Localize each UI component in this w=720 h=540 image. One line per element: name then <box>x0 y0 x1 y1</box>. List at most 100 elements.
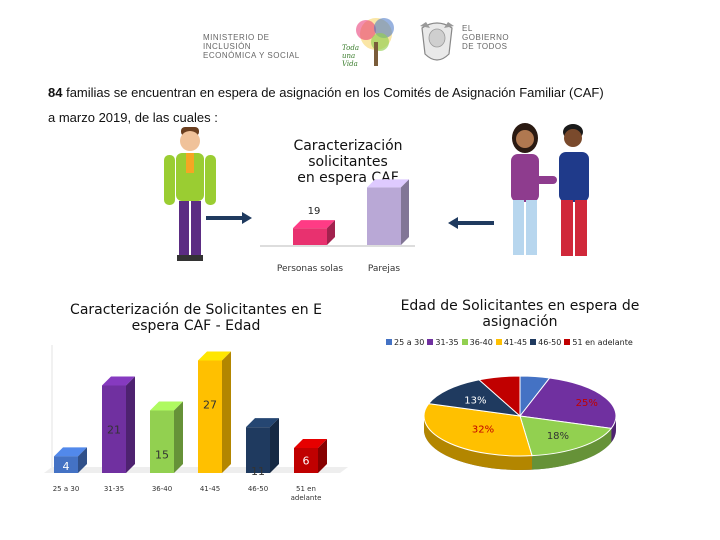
arrow-right-graphic <box>448 217 494 229</box>
chart3-slice-1 <box>519 377 617 429</box>
arrow-left-graphic <box>206 212 252 224</box>
chart3-title: Edad de Solicitantes en espera de asigna… <box>390 298 650 330</box>
chart1-title-line1: Caracterización solicitantes <box>293 138 403 170</box>
chart2-bar-2 <box>150 401 183 473</box>
toda-una-vida-text: Toda una Vida <box>342 44 359 68</box>
chart3-legend-swatch-1 <box>427 339 434 345</box>
chart3-legend-item-3: 41-45 <box>495 337 528 347</box>
chart2-bar-chart: 4 25 a 30 21 31-35 15 36-40 27 41-45 11 46-50 6 51 … <box>44 345 348 502</box>
tree-icon <box>356 18 394 66</box>
toda-una-vida-logo: Toda una Vida <box>340 14 406 74</box>
chart2-bar-1-side <box>126 376 135 473</box>
chart2-category-label-1: 31-35 <box>104 485 124 493</box>
chart2-bar-2-front <box>150 410 174 473</box>
chart1-bar-0-top <box>293 220 335 229</box>
intro-line2: a marzo 2019, de las cuales : <box>48 110 218 125</box>
chart1-bar-0-front <box>293 228 327 245</box>
chart1-value-label-0: 19 <box>308 206 321 217</box>
chart3-legend-label-3: 41-45 <box>503 337 528 347</box>
chart3-legend-item-5: 51 en adelante <box>564 337 633 347</box>
chart2-bar-0-top <box>54 447 87 457</box>
chart1-category-label-0: Personas solas <box>277 264 344 274</box>
chart2-bar-2-top <box>150 401 183 411</box>
chart3-legend-swatch-4 <box>530 339 537 345</box>
chart2-bar-5-top <box>294 439 327 448</box>
chart3-legend-swatch-3 <box>495 339 502 345</box>
chart3-legend-item-4: 46-50 <box>530 338 561 347</box>
chart3-legend-label-2: 36-40 <box>469 337 493 347</box>
chart2-category-label-5: 51 en <box>296 485 316 493</box>
chart2-bar-0 <box>54 447 87 473</box>
chart3-slice-side-2 <box>532 428 612 470</box>
chart3-legend-label-1: 31-35 <box>435 337 459 347</box>
person-icon <box>164 127 216 261</box>
intro-line1-text: familias se encuentran en espera de asig… <box>62 85 604 100</box>
chart3-legend-label-4: 46-50 <box>538 337 562 347</box>
family-count: 84 <box>48 85 63 100</box>
chart3-legend-item-0: 25 a 30 <box>386 338 424 347</box>
arrow-line <box>458 221 494 225</box>
chart2-category-label-5-line2: adelante <box>291 494 322 502</box>
chart2-bar-4-top <box>246 418 279 428</box>
chart2-title-line2: espera CAF - Edad <box>131 318 261 334</box>
gobierno-line2: GOBIERNO <box>462 33 510 42</box>
chart1-bar-1 <box>367 179 409 245</box>
chart2-bar-1 <box>102 376 135 473</box>
single-man-illustration <box>158 125 220 265</box>
chart1-bar-1-top <box>367 179 409 188</box>
chart1-value-label-1: 65 <box>382 175 395 176</box>
chart1-bar-0-side <box>327 220 335 245</box>
chart2-category-label-2: 36-40 <box>152 485 172 493</box>
chart2-category-label-0: 25 a 30 <box>53 485 80 493</box>
chart3-pie-chart: 25% 18% 32% 13% 7% <box>423 375 617 470</box>
chart2-value-label-1: 21 <box>107 424 121 437</box>
chart2-bar-4-side <box>270 418 279 473</box>
chart3-title-line1: Edad de Solicitantes en espera de <box>400 298 640 314</box>
chart3-title-line2: asignación <box>482 314 558 330</box>
chart3-legend-label-5: 51 en adelante <box>572 337 633 347</box>
chart2-value-label-5: 6 <box>303 455 310 468</box>
chart3-slice-side-3 <box>424 416 533 470</box>
chart2-bar-5-side <box>318 439 327 473</box>
chart1-bar-1-side <box>401 179 409 245</box>
chart2-title: Caracterización de Solicitantes en E esp… <box>62 302 330 334</box>
chart3-slice-label-2: 18% <box>547 431 569 442</box>
chart2-bar-1-top <box>102 376 135 386</box>
chart3-slice-4 <box>427 379 522 417</box>
chart2-bar-0-side <box>78 447 87 473</box>
chart1-category-label-1: Parejas <box>368 264 401 274</box>
chart3-legend-item-1: 31-35 <box>427 337 459 347</box>
chart2-bar-2-side <box>174 401 183 473</box>
chart1-bar-0 <box>293 220 335 245</box>
chart3-slice-5 <box>478 375 521 418</box>
chart2-bar-3-front <box>198 360 222 473</box>
arrow-line <box>206 216 242 220</box>
chart3-slice-label-1: 25% <box>576 398 598 409</box>
chart3-legend-swatch-5 <box>564 339 571 345</box>
chart2-title-line1: Caracterización de Solicitantes en E <box>70 302 322 318</box>
chart3-legend-swatch-2 <box>461 339 468 345</box>
gobierno-line3: DE TODOS <box>462 42 508 51</box>
chart3-slice-3 <box>423 403 533 457</box>
chart2-bar-1-front <box>102 385 126 473</box>
chart2-category-label-4: 46-50 <box>248 485 268 493</box>
ministry-line1: MINISTERIO DE INCLUSIÓN <box>203 33 270 51</box>
chart1-bar-1-front <box>367 187 401 245</box>
chart3-legend-swatch-0 <box>386 339 392 345</box>
chart2-value-label-0: 4 <box>63 460 70 473</box>
chart2-bar-3-side <box>222 351 231 473</box>
gobierno-line1: EL <box>462 24 473 33</box>
chart3-slice-label-5: 7% <box>499 388 515 399</box>
chart2-bar-4-front <box>246 427 270 473</box>
arrow-left-icon <box>448 217 458 229</box>
chart3-slice-2 <box>519 415 613 457</box>
ministry-line2: ECONÓMICA Y SOCIAL <box>203 51 300 60</box>
chart3-legend-item-2: 36-40 <box>461 337 493 347</box>
chart2-bar-3 <box>198 351 231 473</box>
chart3-legend-label-0: 25 a 30 <box>394 337 425 347</box>
chart2-value-label-3: 27 <box>203 399 217 412</box>
chart2-value-label-4: 11 <box>251 465 265 478</box>
chart1-bar-chart: 19 Personas solas 65 Parejas <box>260 175 415 274</box>
chart2-bar-3-top <box>198 351 231 361</box>
ministry-logo: MINISTERIO DE INCLUSIÓN ECONÓMICA Y SOCI… <box>203 33 313 60</box>
